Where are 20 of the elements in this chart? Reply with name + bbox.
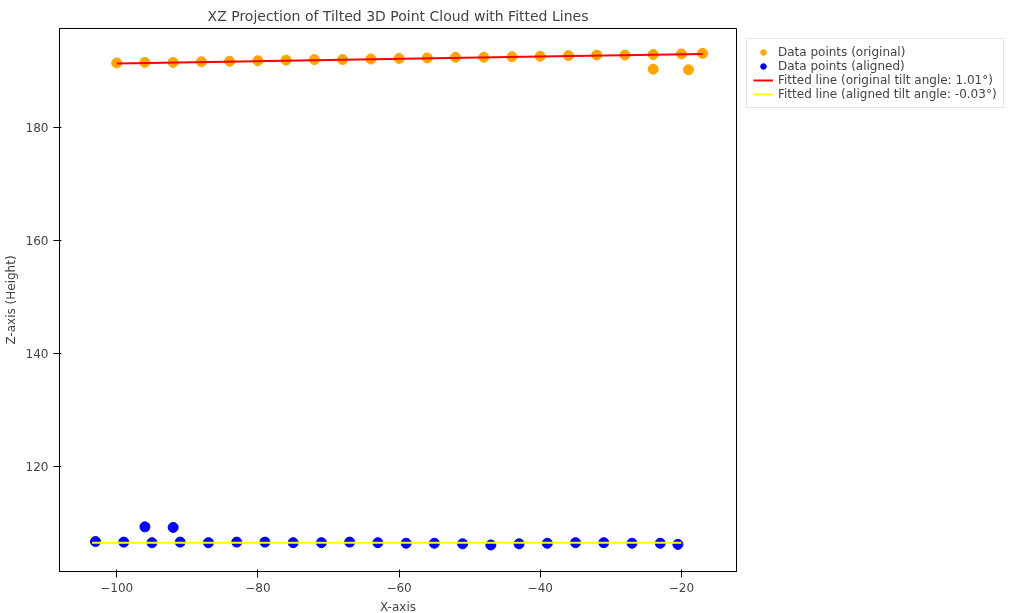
chart-title: XZ Projection of Tilted 3D Point Cloud with Fitted Lines: [207, 7, 589, 24]
point: [683, 64, 694, 76]
y-tick-label: 140: [25, 346, 49, 361]
y-tick-label: 160: [25, 233, 49, 248]
x-tick-label: −20: [668, 580, 695, 595]
point: [167, 521, 179, 533]
legend-label: Data points (original): [778, 45, 906, 59]
legend-label: Data points (aligned): [778, 59, 905, 73]
legend-label: Fitted line (aligned tilt angle: -0.03°): [778, 87, 997, 101]
point: [647, 63, 659, 75]
point: [139, 521, 151, 533]
x-tick-label: −40: [527, 580, 553, 595]
y-tick-label: 120: [25, 459, 49, 474]
y-tick-label: 180: [25, 120, 49, 135]
x-tick-label: −100: [100, 580, 134, 595]
x-axis-title: X-axis: [380, 599, 416, 613]
legend-label: Fitted line (original tilt angle: 1.01°): [778, 73, 993, 87]
x-tick-label: −80: [245, 580, 271, 595]
x-tick-label: −60: [386, 580, 412, 595]
y-axis-title: Z-axis (Height): [3, 255, 18, 345]
